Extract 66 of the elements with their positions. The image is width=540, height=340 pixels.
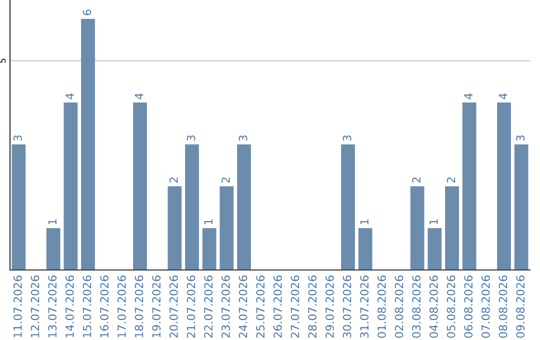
data-label: 3 [186,135,196,141]
data-label: 4 [134,93,144,100]
x-tick-label: 31.07.2026 [360,276,369,338]
x-tick-label: 09.08.2026 [516,276,525,338]
x-tick-label: 19.07.2026 [152,276,161,338]
bar [133,102,147,270]
bar [46,228,60,270]
x-tick-label: 11.07.2026 [13,276,22,338]
x-tick-label: 15.07.2026 [82,276,92,338]
x-tick-label: 13.07.2026 [48,276,57,338]
x-tick-label: 20.07.2026 [169,276,178,338]
bar [12,144,26,270]
x-tick-label: 27.07.2026 [290,276,300,338]
bar [462,102,476,270]
x-tick-label: 23.07.2026 [221,276,230,338]
x-tick-label: 06.08.2026 [464,276,473,338]
bar [185,144,199,270]
data-label: 1 [360,219,368,224]
x-tick-label: 16.07.2026 [100,276,109,338]
bar [220,186,234,270]
data-label: 2 [169,178,178,183]
x-tick-label: 03.08.2026 [412,276,421,338]
x-tick-label: 02.08.2026 [394,276,404,338]
data-label: 3 [238,135,248,141]
x-tick-label: 17.07.2026 [117,276,126,338]
data-label: 3 [342,135,352,141]
data-label: 4 [464,93,472,100]
x-tick-label: 08.08.2026 [498,276,508,338]
bar [81,18,95,270]
x-tick-label: 07.08.2026 [481,276,490,338]
bar [64,102,78,270]
data-label: 2 [221,178,230,183]
x-tick-label: 21.07.2026 [186,276,196,338]
data-label: 6 [82,10,92,16]
data-label: 2 [412,178,420,183]
data-label: 1 [204,219,212,224]
x-tick-label: 05.08.2026 [446,276,456,338]
x-tick-label: 14.07.2026 [65,276,74,338]
data-label: 3 [13,135,22,141]
x-tick-label: 28.07.2026 [308,276,317,338]
x-tick-label: 25.07.2026 [256,276,265,338]
bar [410,186,424,270]
bar [237,144,251,270]
x-tick-label: 30.07.2026 [342,276,352,338]
data-label: 4 [498,93,508,100]
x-tick-label: 18.07.2026 [134,276,144,338]
bar [168,186,182,270]
data-label: 4 [66,93,74,100]
x-tick-label: 26.07.2026 [273,276,282,338]
x-tick-label: 24.07.2026 [238,276,248,338]
bar [497,102,511,270]
bar [445,186,459,270]
x-tick-label: 01.08.2026 [377,276,386,338]
bar [514,144,528,270]
x-tick-label: 04.08.2026 [429,276,438,338]
data-label: 1 [48,219,56,224]
data-label: 3 [516,135,525,141]
data-label: 2 [446,178,456,183]
bar [428,228,442,270]
bar [358,228,372,270]
x-tick-label: 29.07.2026 [325,276,334,338]
x-tick-label: 12.07.2026 [30,276,40,338]
x-tick-label: 22.07.2026 [204,276,213,338]
data-label: 1 [430,219,438,224]
bar [341,144,355,270]
bar [202,228,216,270]
